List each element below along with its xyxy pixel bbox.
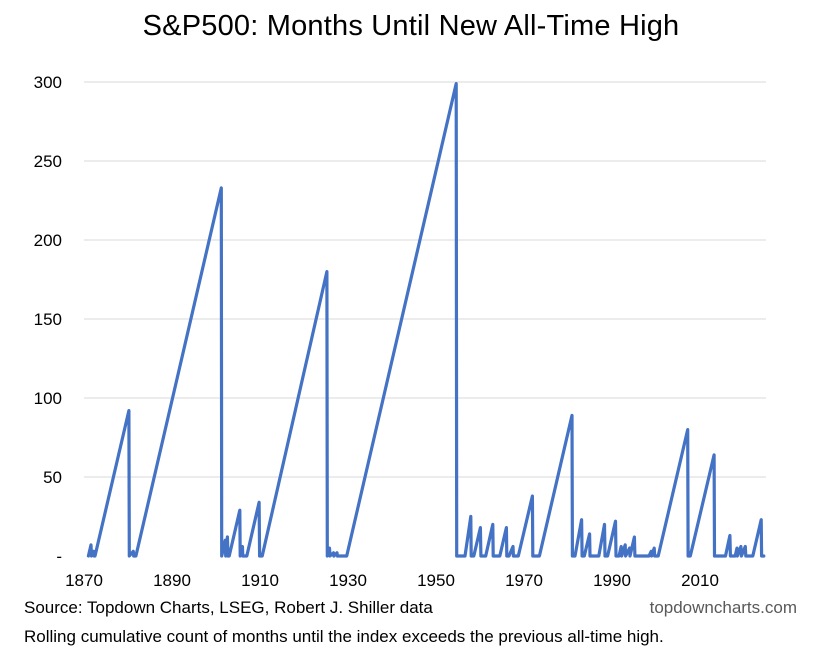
y-axis-ticks: - 50 100 150 200 250 300: [34, 73, 62, 566]
brand-watermark: topdowncharts.com: [649, 598, 797, 617]
x-tick-label: 2010: [681, 571, 719, 590]
y-tick-label: 250: [34, 152, 62, 171]
x-tick-label: 1950: [417, 571, 455, 590]
series-layer: [86, 82, 766, 558]
x-tick-label: 1890: [153, 571, 191, 590]
y-tick-label: 200: [34, 231, 62, 250]
y-tick-label: 300: [34, 73, 62, 92]
x-tick-label: 1970: [505, 571, 543, 590]
y-tick-label: 150: [34, 310, 62, 329]
y-tick-label: 50: [43, 468, 62, 487]
y-tick-label: 100: [34, 389, 62, 408]
chart-title: S&P500: Months Until New All-Time High: [142, 10, 680, 42]
x-axis-ticks: 1870 1890 1910 1930 1950 1970 1990 2010: [65, 571, 719, 590]
x-tick-label: 1990: [593, 571, 631, 590]
chart-description: Rolling cumulative count of months until…: [24, 627, 664, 646]
gridlines: [84, 81, 766, 478]
x-tick-label: 1930: [329, 571, 367, 590]
x-tick-label: 1870: [65, 571, 103, 590]
source-note: Source: Topdown Charts, LSEG, Robert J. …: [24, 598, 433, 617]
y-tick-label: -: [56, 547, 62, 566]
x-tick-label: 1910: [241, 571, 279, 590]
series-line: [86, 82, 766, 558]
